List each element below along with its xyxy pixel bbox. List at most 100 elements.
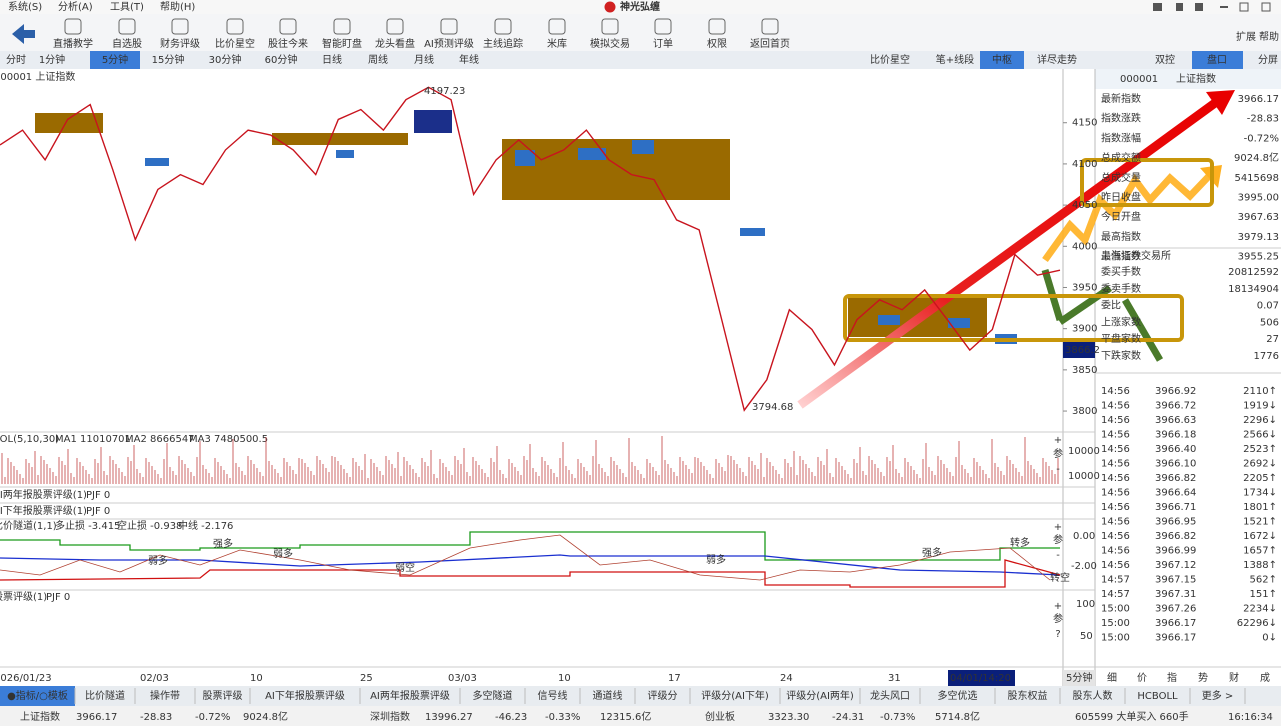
indicator-tab[interactable]: AI下年报股票评级 [265,689,345,702]
side-tab[interactable]: 价 [1137,672,1147,684]
trade-volume: 1657↑ [1243,546,1277,557]
indicator-tab[interactable]: 股东权益 [1008,689,1048,702]
period-tab[interactable]: 周线 [368,53,388,66]
side-button[interactable]: + [1054,435,1062,446]
toolbar-item[interactable]: 股往今来 [268,37,308,50]
side-button[interactable]: + [1054,601,1062,612]
indicator-tab[interactable]: 评级分(AI两年) [786,689,854,702]
side-tab[interactable]: 指 [1167,671,1177,684]
trade-time: 14:57 [1101,589,1130,600]
tool-active [980,51,1024,69]
toolbar-item[interactable]: 智能盯盘 [322,37,362,50]
market-label: 委卖手数 [1101,282,1141,295]
toolbar-item[interactable]: 直播教学 [53,37,93,50]
period-tab[interactable]: 分时 [6,54,26,66]
indicator-tab[interactable]: AI两年报股票评级 [370,689,450,702]
side-tab[interactable]: 财 [1229,671,1239,684]
signal-note: 强多 [922,546,942,559]
menu-item[interactable]: 帮助(H) [160,0,195,13]
axis-label: 100 [1076,599,1095,610]
trade-price: 3967.12 [1155,560,1196,571]
toolbar-item[interactable]: 财务评级 [160,37,200,50]
period-tab[interactable]: 年线 [459,53,479,66]
indicator-tab[interactable]: 股东人数 [1073,689,1113,702]
toolbar-icon [333,18,351,35]
period-tab[interactable]: 60分钟 [265,53,298,66]
trade-time: 14:56 [1101,488,1130,499]
indicator-tab[interactable]: 多空优选 [938,689,978,702]
period-active [90,51,140,69]
toolbar-item[interactable]: 返回首页 [750,37,790,50]
status-item: -28.83 [140,712,172,723]
indicator-tab[interactable]: 龙头风口 [870,689,910,702]
menu-item[interactable]: 工具(T) [110,1,144,13]
window-link[interactable]: 扩展 [1236,30,1256,43]
toolbar-item[interactable]: 模拟交易 [590,37,630,50]
toolbar-item[interactable]: 权限 [707,37,727,50]
indicator-tab[interactable]: 评级分 [648,690,678,702]
status-item: 12315.6亿 [600,710,651,723]
indicator-tab[interactable]: HCBOLL [1137,691,1178,702]
indicator-tab[interactable]: 操作带 [150,689,180,702]
indicator-tab[interactable]: 更多 > [1202,689,1234,702]
side-button[interactable]: ? [1055,629,1060,640]
side-button[interactable]: + [1054,522,1062,533]
period-tab[interactable]: 5分钟 [102,53,128,66]
indicator-tab[interactable]: 评级分(AI下年) [701,689,769,702]
quote-value: -28.83 [1247,114,1279,125]
tab-active [1192,51,1243,69]
trade-volume: 2692↓ [1243,459,1277,470]
trade-time: 14:56 [1101,401,1130,412]
toolbar-item[interactable]: 龙头看盘 [375,37,415,50]
quote-value: 5415698 [1234,173,1279,184]
panel-title: AI两年报股票评级(1) [0,488,87,501]
period-tab[interactable]: 日线 [322,53,342,66]
menu-item[interactable]: 分析(A) [58,0,93,13]
toolbar-item[interactable]: 主线追踪 [483,37,523,50]
indicator-tab[interactable]: 比价隧道 [85,689,125,702]
market-value: 1776 [1254,351,1279,362]
side-tab[interactable]: 成 [1260,672,1270,684]
toolbar-item[interactable]: 自选股 [112,37,142,50]
side-button[interactable]: - [1056,464,1060,475]
toolbar-item[interactable]: AI预测评级 [424,37,474,50]
side-button[interactable]: 参 [1053,612,1063,625]
toolbar-item[interactable]: 比价星空 [215,37,255,50]
back-button[interactable] [12,24,35,44]
market-label: 平盘家数 [1101,332,1141,345]
period-tab[interactable]: 月线 [414,53,434,66]
trade-price: 3966.63 [1155,415,1196,426]
chart-tool[interactable]: 比价星空 [870,53,910,66]
chart-tool[interactable]: 笔+线段 [936,53,974,66]
side-button[interactable]: - [1056,550,1060,561]
period-tab[interactable]: 1分钟 [39,53,65,66]
signal-note: 弱多 [273,547,293,560]
indicator-tab[interactable]: ●指标/○模板 [7,689,68,702]
indicator-tab[interactable]: 股票评级 [203,690,243,702]
side-tab[interactable]: 势 [1198,671,1208,684]
trade-price: 3966.92 [1155,386,1196,397]
low-label: 3794.68 [752,402,793,413]
period-tab[interactable]: 30分钟 [209,53,242,66]
side-tab[interactable]: 细 [1107,671,1117,684]
toolbar-item[interactable]: 米库 [547,37,567,50]
side-button[interactable]: 参 [1053,447,1063,460]
view-tab[interactable]: 双控 [1155,53,1175,66]
trade-time: 14:56 [1101,444,1130,455]
menu-item[interactable]: 系统(S) [8,0,42,13]
window-link[interactable]: 帮助 [1259,30,1279,43]
trade-price: 3966.71 [1155,502,1196,513]
indicator-tab[interactable]: 信号线 [538,689,568,702]
chart-tool[interactable]: 详尽走势 [1037,53,1077,66]
view-tab[interactable]: 分屏 [1258,54,1278,66]
period-tab[interactable]: 15分钟 [152,53,185,66]
trade-time: 15:00 [1101,633,1130,644]
side-button[interactable]: 参 [1053,533,1063,546]
view-tab[interactable]: 盘口 [1207,53,1227,66]
indicator-tab[interactable]: 多空隧道 [473,689,513,702]
indicator-tab[interactable]: 通道线 [593,689,623,702]
chart-tool[interactable]: 中枢 [992,53,1012,66]
toolbar-item[interactable]: 订单 [653,38,673,50]
trade-volume: 1672↓ [1243,531,1277,542]
